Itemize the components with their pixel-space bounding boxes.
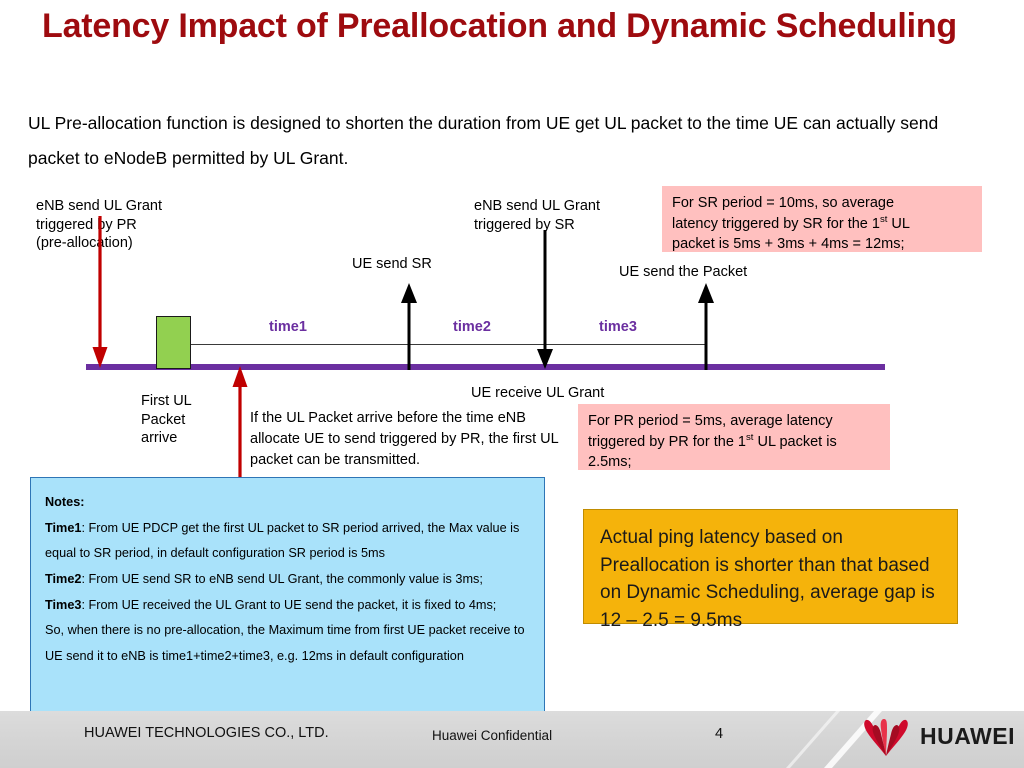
callout-sr-line1: For SR period = 10ms, so average	[672, 195, 895, 211]
callout-pr-line1: For PR period = 5ms, average latency	[588, 413, 833, 429]
notes-item-label: Time3	[45, 597, 82, 612]
page-title: Latency Impact of Preallocation and Dyna…	[42, 7, 957, 45]
label-ue-send-the-packet: UE send the Packet	[619, 264, 748, 280]
callout-pr-line2-a: triggered by PR for the 1	[588, 433, 746, 450]
label-first-ul-packet-arrive: First UL Packet arrive	[141, 393, 192, 447]
callout-sr-line2-b: UL	[887, 215, 910, 232]
notes-item: Time3: From UE received the UL Grant to …	[45, 593, 530, 619]
huawei-wordmark: HUAWEI	[920, 723, 1015, 749]
label-ue-receive-ul-grant: UE receive UL Grant	[471, 385, 605, 401]
arrow-ue-send-packet-up-icon	[698, 283, 714, 370]
notes-item: Time2: From UE send SR to eNB send UL Gr…	[45, 567, 530, 593]
notes-item-label: Time1	[45, 520, 82, 535]
notes-item-text: So, when there is no pre-allocation, the…	[45, 623, 525, 663]
label-ue-send-sr: UE send SR	[352, 256, 432, 272]
arrow-enb-grant-sr-down-icon	[537, 230, 553, 369]
conclusion-box: Actual ping latency based on Preallocati…	[583, 509, 958, 631]
arrow-ue-send-sr-up-icon	[401, 283, 417, 370]
callout-sr-line2-sup: st	[879, 214, 888, 225]
label-if-ul-packet-arrive: If the UL Packet arrive before the time …	[250, 410, 559, 469]
callout-sr-line2: latency triggered by SR for the 1st UL	[672, 213, 973, 234]
footer-company: HUAWEI TECHNOLOGIES CO., LTD.	[84, 725, 329, 741]
notes-item-text: : From UE received the UL Grant to UE se…	[81, 597, 497, 612]
arrow-enb-grant-pr-down-icon	[92, 216, 108, 368]
slide-footer	[0, 711, 1024, 768]
label-enb-send-ul-grant-pr: eNB send UL Grant triggered by PR (pre-a…	[36, 198, 162, 252]
notes-heading: Notes:	[45, 495, 85, 509]
time3-label: time3	[599, 319, 637, 335]
timeline-axis	[86, 364, 885, 370]
callout-pr-line3: 2.5ms;	[588, 453, 632, 470]
callout-sr-latency: For SR period = 10ms, so average latency…	[662, 186, 982, 252]
first-ul-packet-block	[156, 316, 191, 369]
footer-page-number: 4	[715, 726, 724, 742]
notes-item-list: Time1: From UE PDCP get the first UL pac…	[45, 516, 530, 670]
callout-pr-latency: For PR period = 5ms, average latency tri…	[578, 404, 890, 470]
notes-item: Time1: From UE PDCP get the first UL pac…	[45, 516, 530, 567]
label-enb-send-ul-grant-sr: eNB send UL Grant triggered by SR	[474, 198, 600, 233]
notes-item: So, when there is no pre-allocation, the…	[45, 618, 530, 669]
callout-pr-line2: triggered by PR for the 1st UL packet is	[588, 431, 881, 452]
notes-item-text: : From UE PDCP get the first UL packet t…	[45, 520, 520, 561]
callout-sr-line3: packet is 5ms + 3ms + 4ms = 12ms;	[672, 235, 905, 252]
intro-paragraph: UL Pre-allocation function is designed t…	[28, 113, 939, 168]
callout-pr-line2-b: UL packet is	[753, 433, 837, 450]
footer-confidential: Huawei Confidential	[432, 728, 553, 743]
notes-item-text: : From UE send SR to eNB send UL Grant, …	[81, 571, 483, 586]
time1-label: time1	[269, 319, 307, 335]
huawei-logo-icon	[864, 719, 908, 756]
time2-label: time2	[453, 319, 491, 335]
notes-item-label: Time2	[45, 571, 82, 586]
arrow-first-ul-packet-up-icon	[232, 366, 248, 478]
callout-pr-line2-sup: st	[745, 432, 754, 443]
callout-sr-line2-a: latency triggered by SR for the 1	[672, 215, 880, 232]
timeline-measure-line	[188, 344, 706, 346]
notes-box: Notes: Time1: From UE PDCP get the first…	[30, 477, 545, 712]
